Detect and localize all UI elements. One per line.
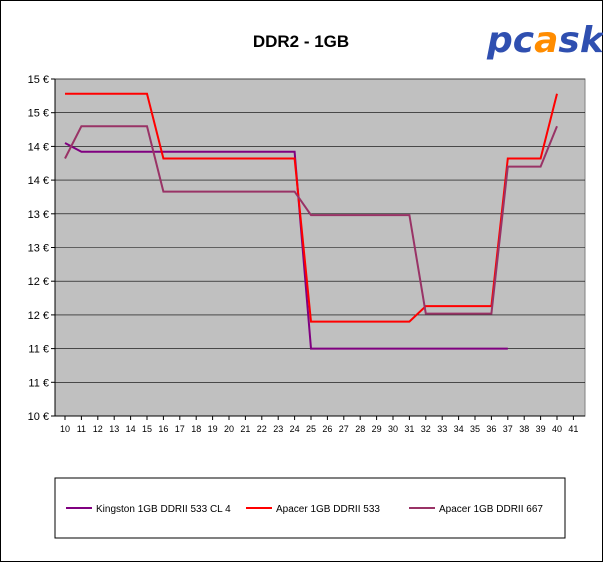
y-tick-label: 11 € (28, 377, 49, 389)
x-tick-label: 33 (437, 424, 447, 434)
y-tick-label: 15 € (28, 108, 49, 120)
x-tick-label: 14 (126, 424, 136, 434)
x-tick-label: 30 (388, 424, 398, 434)
x-tick-label: 26 (322, 424, 332, 434)
x-tick-label: 12 (93, 424, 103, 434)
x-tick-label: 16 (158, 424, 168, 434)
series-line-3 (64, 125, 558, 315)
x-tick-label: 36 (486, 424, 496, 434)
y-tick-label: 13 € (28, 209, 49, 221)
x-tick-label: 40 (552, 424, 562, 434)
x-tick-label: 37 (503, 424, 513, 434)
x-tick-label: 18 (191, 424, 201, 434)
y-tick-label: 11 € (28, 344, 49, 356)
x-tick-label: 15 (142, 424, 152, 434)
y-tick-label: 14 € (28, 141, 49, 153)
logo-part: sk (558, 20, 603, 61)
x-tick-label: 21 (240, 424, 250, 434)
x-tick-label: 10 (60, 424, 70, 434)
logo-part: pc (486, 20, 534, 61)
legend-label: Apacer 1GB DDRII 533 (276, 504, 380, 515)
y-tick-label: 10 € (28, 411, 49, 423)
x-tick-label: 17 (175, 424, 185, 434)
x-tick-label: 24 (290, 424, 300, 434)
y-tick-label: 12 € (28, 276, 49, 288)
x-tick-label: 25 (306, 424, 316, 434)
x-tick-label: 27 (339, 424, 349, 434)
series-line-2 (65, 92, 558, 323)
x-tick-label: 22 (257, 424, 267, 434)
y-tick-label: 13 € (28, 243, 49, 255)
x-tick-label: 13 (109, 424, 119, 434)
chart-title: DDR2 - 1GB (253, 32, 349, 51)
x-tick-label: 41 (568, 424, 578, 434)
x-tick-label: 38 (519, 424, 529, 434)
x-tick-label: 20 (224, 424, 234, 434)
x-tick-label: 39 (536, 424, 546, 434)
x-tick-label: 28 (355, 424, 365, 434)
y-tick-label: 14 € (28, 175, 49, 187)
x-tick-label: 31 (404, 424, 414, 434)
legend-label: Apacer 1GB DDRII 667 (439, 504, 543, 515)
logo: pcask (486, 20, 603, 61)
x-tick-label: 11 (77, 424, 86, 434)
y-tick-label: 12 € (28, 310, 49, 322)
x-tick-label: 32 (421, 424, 431, 434)
y-tick-label: 15 € (28, 74, 49, 86)
legend-label: Kingston 1GB DDRII 533 CL 4 (96, 504, 231, 515)
legend-box (54, 477, 566, 539)
x-tick-label: 34 (454, 424, 464, 434)
x-tick-label: 19 (208, 424, 218, 434)
series-line-1 (64, 142, 508, 350)
x-tick-label: 29 (372, 424, 382, 434)
x-tick-label: 35 (470, 424, 480, 434)
x-tick-label: 23 (273, 424, 283, 434)
logo-part: a (534, 20, 558, 61)
